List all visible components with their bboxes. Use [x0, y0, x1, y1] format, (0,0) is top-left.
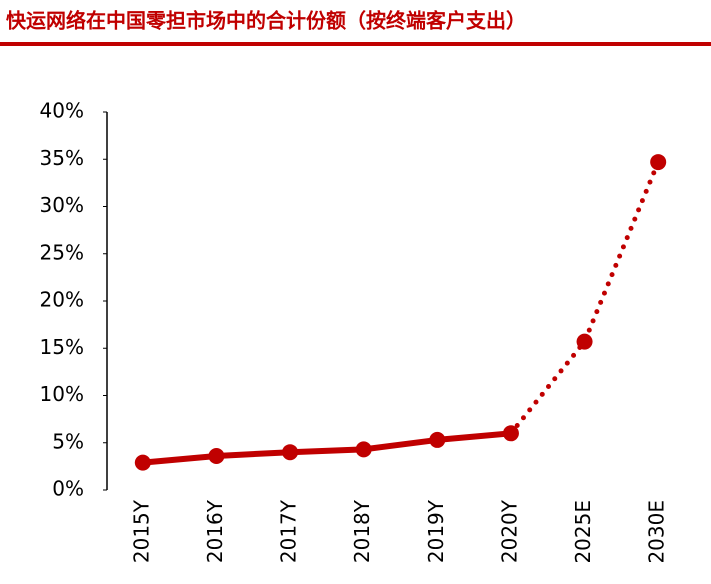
y-tick-label: 35% [40, 146, 84, 170]
data-point [650, 154, 667, 171]
y-tick-label: 15% [40, 335, 84, 359]
data-line [142, 430, 512, 466]
x-tick-label: 2025E [571, 500, 595, 564]
data-point [355, 441, 372, 458]
x-tick-label: 2015Y [129, 499, 153, 563]
y-tick-label: 20% [40, 288, 84, 312]
y-tick-label: 10% [40, 382, 84, 406]
data-point [576, 333, 593, 350]
x-tick-label: 2020Y [497, 499, 521, 563]
y-tick-label: 30% [40, 193, 84, 217]
x-tick-label: 2019Y [424, 499, 448, 563]
title-rule [0, 42, 711, 46]
data-point [429, 431, 446, 448]
y-tick-label: 40% [40, 99, 84, 123]
data-point [502, 425, 519, 442]
x-tick-label: 2016Y [203, 499, 227, 563]
x-tick-label: 2018Y [350, 499, 374, 563]
chart-title: 快运网络在中国零担市场中的合计份额（按终端客户支出） [6, 9, 526, 33]
data-point [208, 447, 225, 464]
x-tick-label: 2017Y [277, 499, 301, 563]
forecast-line [508, 159, 661, 436]
y-tick-label: 25% [40, 240, 84, 264]
y-tick-label: 0% [52, 477, 84, 501]
x-tick-label: 2030E [645, 500, 669, 564]
data-point [134, 454, 151, 471]
y-tick-label: 5% [52, 429, 84, 453]
data-point [282, 444, 299, 461]
